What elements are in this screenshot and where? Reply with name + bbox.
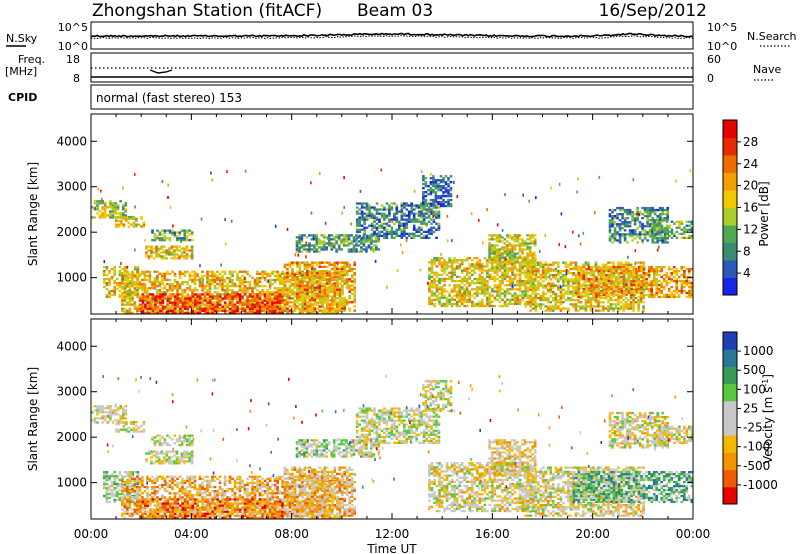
- colorbar-tick-label: -500: [743, 459, 770, 473]
- colorbar-tick-label: 1000: [743, 344, 774, 358]
- power-colorbar: 4 8 12 16 20 24 28: [722, 119, 758, 296]
- colorbar-tick-label: 100: [743, 382, 766, 396]
- colorbar-swatch: [723, 190, 737, 208]
- x-tick-label: 20:00: [575, 527, 610, 541]
- noise-tick-bottom-right: 10^0: [707, 40, 737, 53]
- velocity-y-axis: 1000 2000 3000 4000: [56, 339, 693, 490]
- noise-tick-bottom-left: 10^0: [58, 40, 88, 53]
- y-tick-label: 1000: [56, 271, 87, 285]
- colorbar-swatch: [723, 242, 737, 261]
- x-tick-label: 00:00: [74, 527, 109, 541]
- nsky-series: [91, 32, 694, 38]
- cpid-value: normal (fast stereo) 153: [96, 91, 242, 105]
- colorbar-tick-label: 8: [743, 244, 751, 258]
- colorbar-swatch: [723, 435, 737, 453]
- colorbar-tick-label: -1000: [743, 478, 778, 492]
- colorbar-tick-label: 12: [743, 222, 758, 236]
- colorbar-swatch: [723, 418, 737, 436]
- colorbar-swatch: [723, 155, 737, 173]
- velocity-y-label: Slant Range [km]: [26, 367, 40, 471]
- colorbar-swatch: [723, 137, 737, 156]
- colorbar-swatch: [723, 207, 737, 226]
- nsearch-label: N.Search: [747, 30, 797, 43]
- x-tick-label: 00:00: [676, 527, 711, 541]
- freq-tick-bottom: 8: [73, 72, 80, 85]
- y-tick-label: 1000: [56, 476, 87, 490]
- x-axis-label: Time UT: [366, 542, 417, 554]
- y-tick-label: 4000: [56, 134, 87, 148]
- cpid-panel: CPID normal (fast stereo) 153: [8, 84, 694, 110]
- x-tick-label: 12:00: [375, 527, 410, 541]
- colorbar-swatch: [723, 452, 737, 471]
- colorbar-swatch: [723, 172, 737, 191]
- nsky-label: N.Sky: [6, 32, 38, 45]
- y-tick-label: 3000: [56, 385, 87, 399]
- colorbar-swatch: [723, 349, 737, 367]
- colorbar-swatch: [723, 486, 737, 505]
- colorbar-swatch: [723, 366, 737, 385]
- colorbar-swatch: [723, 400, 737, 419]
- colorbar-tick-label: -25: [743, 421, 763, 435]
- beam-label: Beam 03: [357, 1, 433, 21]
- colorbar-tick-label: 16: [743, 201, 758, 215]
- nave-tick-bottom: 0: [707, 72, 714, 85]
- velocity-colorbar-label: Velocity [m s-1]: [761, 374, 775, 464]
- colorbar-tick-label: 28: [743, 135, 758, 149]
- nave-tick-top: 60: [707, 53, 721, 66]
- y-tick-label: 4000: [56, 339, 87, 353]
- colorbar-swatch: [723, 383, 737, 402]
- x-tick-label: 04:00: [174, 527, 209, 541]
- power-panel: 1000 2000 3000 4000 Slant Range [km] 4 8 12 16…: [26, 113, 771, 315]
- y-tick-label: 2000: [56, 430, 87, 444]
- colorbar-tick-label: 4: [743, 266, 751, 280]
- colorbar-swatch: [723, 120, 737, 138]
- colorbar-swatch: [723, 260, 737, 278]
- freq-unit: [MHz]: [5, 65, 37, 78]
- colorbar-tick-label: 500: [743, 363, 766, 377]
- colorbar-swatch: [723, 277, 737, 296]
- noise-panel: N.Sky 10^5 10^0 10^5 10^0 N.Search: [6, 21, 797, 53]
- noise-tick-top-left: 10^5: [58, 21, 88, 34]
- station-title: Zhongshan Station (fitACF): [92, 1, 322, 21]
- x-tick-labels: 00:00 04:00 08:00 12:00 16:00 20:00 00:00: [74, 527, 711, 541]
- freq-dip: [149, 69, 173, 74]
- nsearch-series: [90, 34, 694, 40]
- freq-tick-top: 18: [66, 53, 80, 66]
- velocity-panel: 1000 2000 3000 4000 Slant Range [km] 1000 50…: [26, 318, 778, 520]
- power-heatmap: [91, 168, 694, 314]
- velocity-x-ticks: [90, 319, 694, 519]
- noise-tick-top-right: 10^5: [707, 21, 737, 34]
- y-tick-label: 3000: [56, 180, 87, 194]
- velocity-heatmap: [91, 374, 694, 519]
- freq-label: Freq.: [18, 53, 45, 66]
- colorbar-swatch: [723, 225, 737, 243]
- x-tick-label: 16:00: [475, 527, 510, 541]
- colorbar-swatch: [723, 469, 737, 488]
- power-y-label: Slant Range [km]: [26, 162, 40, 266]
- colorbar-swatch: [723, 332, 737, 350]
- nave-label: Nave: [753, 63, 781, 76]
- date-label: 16/Sep/2012: [599, 1, 707, 21]
- colorbar-tick-label: 20: [743, 179, 758, 193]
- velocity-colorbar: 1000 500 100 25 -25 -100 -500 -1000: [722, 331, 778, 505]
- x-tick-label: 08:00: [274, 527, 309, 541]
- frequency-panel: Freq. [MHz] 18 8 60 0 Nave: [5, 52, 781, 85]
- power-colorbar-label: Power [dB]: [757, 181, 771, 246]
- colorbar-tick-label: -100: [743, 440, 770, 454]
- cpid-label: CPID: [8, 91, 37, 104]
- colorbar-tick-label: 24: [743, 157, 758, 171]
- power-x-ticks: [90, 114, 694, 314]
- y-tick-label: 2000: [56, 225, 87, 239]
- power-y-axis: 1000 2000 3000 4000: [56, 134, 693, 285]
- colorbar-tick-label: 25: [743, 401, 758, 415]
